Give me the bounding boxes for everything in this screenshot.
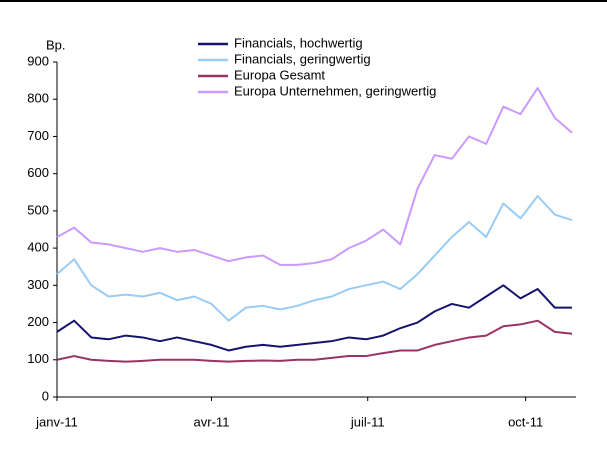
legend-label: Europa Gesamt xyxy=(234,67,325,82)
series-line xyxy=(56,284,572,352)
y-tick-label: 600 xyxy=(27,165,49,180)
series-line xyxy=(56,195,573,322)
y-tick-label: 900 xyxy=(27,53,49,68)
legend-label: Europa Unternehmen, geringwertig xyxy=(234,83,436,98)
y-tick-label: 100 xyxy=(27,351,49,366)
y-tick-label: 700 xyxy=(27,128,49,143)
series-line xyxy=(56,87,573,266)
x-tick-label: janv-11 xyxy=(35,414,78,429)
y-tick-label: 800 xyxy=(27,91,49,106)
y-tick-label: 0 xyxy=(42,388,49,403)
x-tick-label: oct-11 xyxy=(508,414,543,429)
x-tick-label: avr-11 xyxy=(194,414,230,429)
y-tick-label: 400 xyxy=(27,240,49,255)
legend-label: Financials, geringwertig xyxy=(234,51,371,66)
legend-label: Financials, hochwertig xyxy=(234,35,363,50)
y-tick-label: 200 xyxy=(27,314,49,329)
y-tick-label: 300 xyxy=(27,277,49,292)
series-line xyxy=(56,319,573,363)
y-axis-label: Bp. xyxy=(46,37,66,52)
y-tick-label: 500 xyxy=(27,202,49,217)
x-tick-label: juil-11 xyxy=(350,414,385,429)
